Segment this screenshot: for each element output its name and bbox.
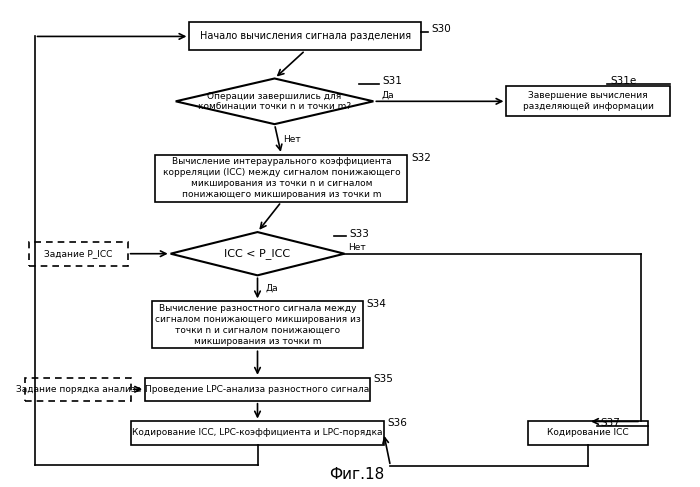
Text: Да: Да	[382, 91, 394, 100]
Bar	[189, 22, 421, 50]
Bar	[506, 86, 670, 116]
Text: Кодирование ICC, LPC-коэффициента и LPC-порядка: Кодирование ICC, LPC-коэффициента и LPC-…	[132, 429, 383, 437]
Text: Вычисление интераурального коэффициента
корреляции (ICC) между сигналом понижающ: Вычисление интераурального коэффициента …	[162, 157, 400, 199]
Text: S31е: S31е	[610, 76, 636, 86]
Text: S35: S35	[373, 374, 393, 384]
Bar	[145, 378, 370, 401]
Text: Задание P_ICC: Задание P_ICC	[44, 249, 113, 258]
Text: S30: S30	[431, 24, 451, 34]
Text: S37: S37	[601, 418, 620, 429]
Text: Проведение LPC-анализа разностного сигнала: Проведение LPC-анализа разностного сигна…	[146, 385, 370, 394]
Text: S36: S36	[387, 418, 407, 429]
Text: Задание порядка анализа: Задание порядка анализа	[15, 385, 141, 394]
Text: Завершение вычисления
разделяющей информации: Завершение вычисления разделяющей информ…	[523, 91, 654, 112]
Text: Фиг.18: Фиг.18	[329, 468, 384, 482]
Text: S33: S33	[349, 229, 370, 239]
Text: Нет: Нет	[283, 135, 300, 144]
Text: Начало вычисления сигнала разделения: Начало вычисления сигнала разделения	[199, 32, 411, 41]
Text: S32: S32	[411, 153, 430, 163]
Text: Кодирование ICC: Кодирование ICC	[547, 429, 629, 437]
Bar	[29, 242, 127, 266]
Bar	[528, 421, 648, 445]
Bar	[155, 155, 407, 202]
Text: Да: Да	[266, 284, 279, 293]
Text: S31: S31	[382, 76, 402, 86]
Bar	[25, 378, 131, 401]
Text: ICC < P_ICC: ICC < P_ICC	[225, 248, 290, 259]
Polygon shape	[176, 78, 373, 124]
Text: Нет: Нет	[348, 244, 365, 252]
Bar	[132, 421, 384, 445]
Bar	[152, 301, 363, 348]
Text: Вычисление разностного сигнала между
сигналом понижающего микширования из
точки : Вычисление разностного сигнала между сиг…	[155, 304, 360, 346]
Text: S34: S34	[367, 299, 386, 309]
Text: Операции завершились для
комбинации точки n и точки m?: Операции завершились для комбинации точк…	[198, 92, 351, 111]
Polygon shape	[171, 232, 344, 275]
